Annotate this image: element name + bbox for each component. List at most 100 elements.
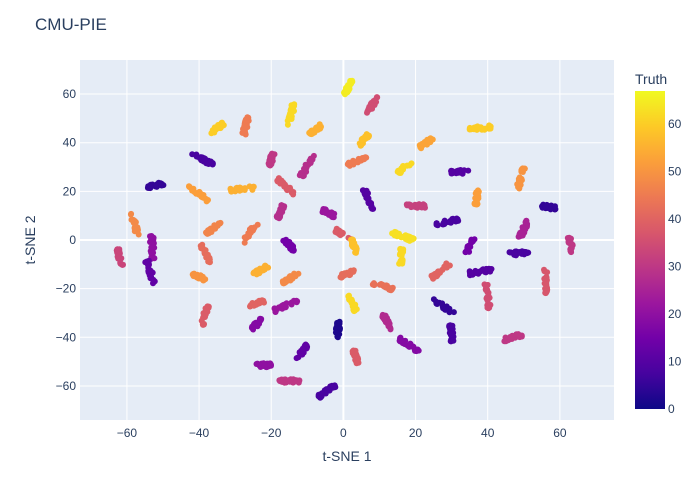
cluster <box>197 241 213 266</box>
cluster <box>265 150 278 169</box>
data-point <box>398 165 405 172</box>
data-point <box>242 117 249 124</box>
data-point <box>366 103 373 110</box>
data-point <box>543 281 550 288</box>
data-point <box>128 216 135 223</box>
y-tick-label: −40 <box>56 330 77 344</box>
cluster <box>248 315 265 333</box>
data-point <box>262 262 269 269</box>
data-point <box>484 297 491 304</box>
data-point <box>250 226 257 232</box>
data-point <box>439 266 446 273</box>
cluster <box>462 236 478 256</box>
data-point <box>215 220 222 227</box>
data-point <box>322 207 329 214</box>
data-point <box>484 304 491 311</box>
data-point <box>201 321 207 327</box>
data-point <box>299 345 306 352</box>
data-point <box>290 191 297 198</box>
data-point <box>288 301 295 308</box>
data-point <box>547 206 554 213</box>
y-tick-label: 20 <box>63 184 77 198</box>
data-point <box>471 124 478 131</box>
data-point <box>365 133 372 140</box>
data-point <box>450 337 457 344</box>
cluster <box>466 122 494 133</box>
data-point <box>406 343 413 350</box>
x-axis-label: t-SNE 1 <box>322 448 371 464</box>
data-point <box>544 286 551 293</box>
data-point <box>543 273 550 280</box>
cluster <box>241 221 261 246</box>
cluster <box>396 334 422 355</box>
data-point <box>517 180 524 187</box>
data-point <box>117 256 124 263</box>
cluster <box>276 376 303 386</box>
data-point <box>345 160 352 167</box>
cluster <box>379 311 394 333</box>
cluster <box>247 297 267 310</box>
data-point <box>518 167 525 174</box>
data-point <box>272 308 279 315</box>
cluster <box>142 257 158 287</box>
data-point <box>150 276 157 283</box>
cluster <box>147 233 158 262</box>
cluster <box>203 219 224 237</box>
data-point <box>349 348 356 355</box>
data-point <box>249 323 256 330</box>
data-point <box>241 239 248 246</box>
data-point <box>471 200 478 207</box>
cluster <box>403 201 428 211</box>
data-point <box>289 103 296 110</box>
data-point <box>506 249 513 256</box>
data-point <box>350 158 357 165</box>
data-point <box>228 188 235 195</box>
data-point <box>391 232 398 239</box>
data-point <box>286 111 293 118</box>
cluster <box>515 217 531 240</box>
data-point <box>204 251 211 258</box>
data-point <box>442 306 449 313</box>
cluster <box>471 187 482 208</box>
x-tick-label: 40 <box>481 426 495 440</box>
cluster <box>284 101 298 128</box>
data-point <box>488 266 495 272</box>
data-point <box>402 337 409 344</box>
data-point <box>433 298 440 305</box>
data-point <box>316 121 323 128</box>
data-point <box>147 267 154 274</box>
data-point <box>484 281 491 288</box>
data-point <box>544 269 551 276</box>
y-tick-label: −60 <box>56 379 77 393</box>
data-point <box>413 347 420 354</box>
cluster <box>433 215 462 229</box>
data-point <box>189 271 196 278</box>
data-point <box>519 224 526 231</box>
data-point <box>279 378 285 385</box>
data-point <box>418 204 425 211</box>
data-point <box>268 361 274 368</box>
data-point <box>249 186 256 193</box>
cluster <box>280 236 297 254</box>
data-point <box>241 122 248 129</box>
data-point <box>472 190 479 197</box>
data-point <box>317 394 324 401</box>
data-point <box>462 248 469 255</box>
cluster <box>315 382 339 401</box>
data-point <box>300 173 307 180</box>
data-point <box>249 302 256 309</box>
data-point <box>205 197 211 203</box>
cluster <box>227 183 257 195</box>
data-point <box>351 302 358 309</box>
cluster <box>127 210 142 238</box>
data-point <box>483 265 490 272</box>
data-point <box>114 246 121 253</box>
data-point <box>336 318 343 325</box>
cluster <box>273 202 288 222</box>
cluster <box>348 236 360 256</box>
data-point <box>259 297 266 304</box>
x-tick-label: 60 <box>553 426 567 440</box>
data-point <box>523 249 529 256</box>
data-point <box>120 261 126 268</box>
data-point <box>567 247 574 254</box>
